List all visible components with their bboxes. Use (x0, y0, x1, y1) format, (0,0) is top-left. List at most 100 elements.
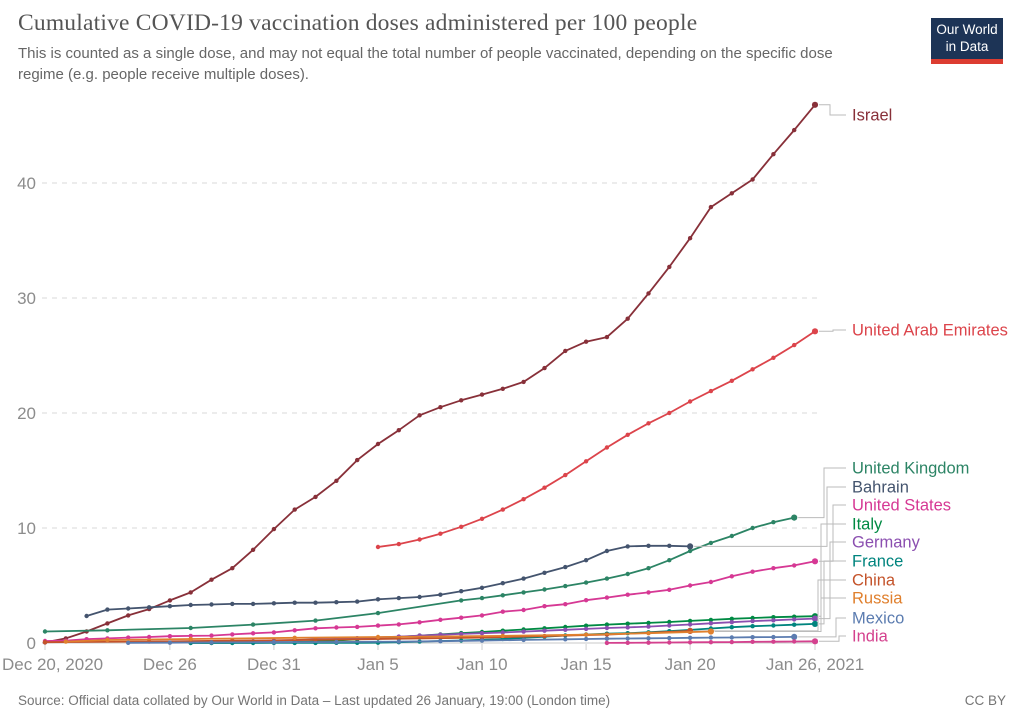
x-tick-label-jan-10: Jan 10 (457, 655, 508, 674)
data-point (646, 631, 651, 636)
series-label-russia[interactable]: Russia (852, 590, 903, 608)
series-russia[interactable]: Russia (63, 590, 904, 644)
series-bahrain[interactable]: Bahrain (84, 479, 909, 619)
data-point (167, 604, 173, 609)
data-point (334, 478, 339, 483)
data-point (375, 597, 381, 602)
data-point (708, 388, 714, 394)
data-point (521, 576, 526, 581)
series-mexico[interactable]: Mexico (126, 610, 904, 646)
data-point (126, 635, 131, 640)
data-point (334, 625, 339, 630)
series-india[interactable]: India (604, 628, 889, 646)
data-point (583, 339, 589, 344)
data-point (271, 640, 277, 645)
data-point (708, 621, 714, 626)
owid-logo[interactable]: Our World in Data (931, 18, 1003, 64)
data-point (667, 635, 672, 641)
leader-line (819, 560, 846, 625)
data-point (646, 590, 651, 595)
data-point (355, 457, 360, 463)
data-point (687, 618, 693, 624)
series-label-india[interactable]: India (852, 628, 889, 646)
data-point (479, 595, 485, 601)
data-point (811, 620, 819, 628)
data-point (771, 355, 776, 360)
data-point (771, 618, 776, 623)
series-line (86, 544, 691, 617)
data-point (646, 291, 651, 296)
series-label-china[interactable]: China (852, 572, 896, 590)
data-point (667, 640, 672, 645)
data-point (313, 637, 318, 642)
chart-footer: Source: Official data collated by Our Wo… (18, 693, 1006, 708)
data-point (188, 625, 193, 631)
data-point (771, 566, 776, 571)
y-tick-label-40: 40 (17, 174, 36, 193)
data-point (646, 543, 651, 548)
data-point (396, 639, 401, 644)
data-point (667, 587, 672, 592)
leader-line (819, 104, 846, 116)
series-label-france[interactable]: France (852, 553, 903, 571)
data-point (687, 236, 693, 241)
data-point (479, 392, 485, 397)
data-point (375, 623, 381, 628)
series-label-italy[interactable]: Italy (852, 516, 883, 534)
license-badge[interactable]: CC BY (964, 693, 1006, 708)
y-tick-label-10: 10 (17, 519, 36, 538)
series-united-arab-emirates[interactable]: United Arab Emirates (375, 322, 1008, 550)
data-point (563, 564, 568, 570)
data-point (209, 633, 214, 638)
data-point (563, 602, 568, 607)
data-point (334, 600, 339, 605)
owid-logo-line2: in Data (945, 39, 989, 55)
data-point (750, 525, 755, 531)
data-point (729, 639, 734, 645)
data-point (646, 566, 651, 571)
data-point (521, 590, 526, 595)
data-point (771, 152, 776, 157)
data-point (771, 634, 776, 640)
series-line (44, 516, 795, 633)
data-point (625, 316, 630, 321)
data-point (792, 342, 797, 348)
data-point (625, 592, 630, 597)
series-label-germany[interactable]: Germany (852, 534, 921, 552)
data-point (583, 636, 589, 642)
data-point (583, 632, 589, 637)
data-point (583, 580, 589, 585)
data-point (771, 639, 776, 644)
leader-line (714, 597, 846, 632)
data-point (188, 633, 193, 639)
series-label-united-arab-emirates[interactable]: United Arab Emirates (852, 322, 1008, 340)
data-point (459, 589, 464, 594)
chart-title: Cumulative COVID-19 vaccination doses ad… (18, 10, 698, 36)
data-point (479, 613, 485, 618)
data-point (750, 367, 755, 372)
x-tick-label-jan-15: Jan 15 (561, 655, 612, 674)
data-point (667, 543, 672, 548)
x-tick-label-jan-20: Jan 20 (665, 655, 716, 674)
data-point (188, 602, 193, 608)
data-point (687, 548, 693, 554)
series-label-israel[interactable]: Israel (852, 107, 892, 125)
data-point (583, 623, 589, 628)
data-point (459, 615, 464, 620)
series-label-united-kingdom[interactable]: United Kingdom (852, 460, 969, 478)
series-united-kingdom[interactable]: United Kingdom (42, 460, 970, 634)
series-label-bahrain[interactable]: Bahrain (852, 479, 909, 497)
series-label-united-states[interactable]: United States (852, 497, 951, 515)
data-point (355, 599, 360, 604)
data-point (500, 633, 505, 639)
leader-line (819, 635, 846, 642)
series-label-mexico[interactable]: Mexico (852, 610, 904, 628)
data-point (542, 485, 547, 490)
data-point (667, 558, 672, 563)
data-point (479, 631, 485, 636)
data-point (417, 594, 422, 600)
data-point (792, 622, 797, 627)
leader-line (798, 617, 846, 638)
data-point (313, 600, 318, 605)
data-point (708, 617, 714, 623)
